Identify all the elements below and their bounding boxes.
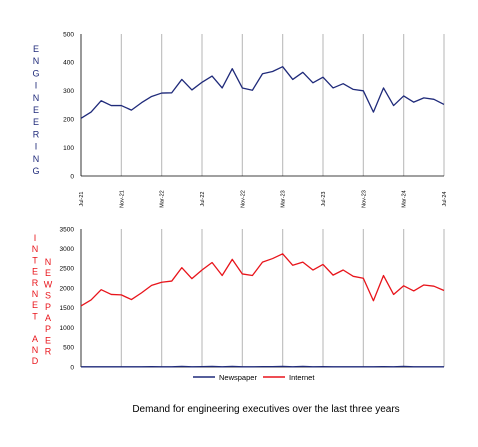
- x-tick-label: Jul-24: [442, 192, 448, 207]
- y-label-letter: R: [45, 347, 52, 357]
- y-label-letter: N: [33, 93, 40, 103]
- chart-caption: Demand for engineering executives over t…: [132, 404, 399, 415]
- series-line-internet: [80, 253, 445, 307]
- y-label-letter: A: [32, 334, 38, 344]
- y-tick-label: 200: [63, 117, 74, 124]
- x-tick-label: Jul-23: [321, 192, 327, 207]
- internet-newspaper-gridlines: [120, 229, 445, 367]
- y-label-letter: N: [33, 56, 40, 66]
- y-label-letter: I: [35, 81, 38, 91]
- series-line-newspaper: [80, 66, 445, 119]
- y-tick-label: 2000: [60, 285, 75, 292]
- x-tick-label: Jul-21: [79, 192, 85, 207]
- y-label-letter: N: [32, 345, 39, 355]
- y-label-letter: R: [33, 129, 40, 139]
- y-tick-label: 300: [63, 88, 74, 95]
- y-label-letter: R: [32, 278, 39, 288]
- y-label-letter: E: [33, 105, 39, 115]
- x-tick-label: Nov-23: [361, 190, 367, 208]
- engineering-series: [80, 66, 445, 119]
- y-label-letter: N: [32, 244, 39, 254]
- y-tick-label: 500: [63, 345, 74, 352]
- internet-newspaper-y-axis: 0 500 1000 1500 2000 2500 3000 3500: [60, 226, 444, 371]
- y-label-letter: N: [33, 154, 40, 164]
- y-label-letter: T: [32, 255, 38, 265]
- y-label-letter: W: [44, 279, 53, 289]
- y-tick-label: 0: [70, 364, 74, 371]
- y-label-letter: E: [45, 335, 51, 345]
- y-label-letter: G: [32, 166, 39, 176]
- y-label-letter: S: [45, 291, 51, 301]
- y-label-letter: G: [32, 68, 39, 78]
- y-label-letter: E: [33, 44, 39, 54]
- y-tick-label: 2500: [60, 266, 75, 273]
- x-tick-label: Nov-22: [240, 190, 246, 208]
- y-label-letter: P: [45, 302, 51, 312]
- x-tick-label: Nov-21: [119, 190, 125, 208]
- y-tick-label: 400: [63, 60, 74, 67]
- x-tick-label: Mar-23: [281, 190, 287, 207]
- legend-label-newspaper: Newspaper: [219, 373, 257, 382]
- y-tick-label: 1500: [60, 305, 75, 312]
- y-label-letter: N: [45, 257, 52, 267]
- y-label-letter: P: [45, 324, 51, 334]
- y-label-letter: I: [34, 233, 37, 243]
- y-label-letter: A: [45, 313, 51, 323]
- y-label-letter: E: [32, 267, 38, 277]
- legend-label-internet: Internet: [289, 373, 315, 382]
- x-tick-label: Mar-22: [160, 190, 166, 207]
- engineering-x-axis: Jul-21 Nov-21 Mar-22 Jul-22 Nov-22 Mar-23 Jul-…: [79, 190, 448, 208]
- y-tick-label: 500: [63, 31, 74, 38]
- y-label-letter: E: [33, 117, 39, 127]
- y-tick-label: 0: [70, 173, 74, 180]
- engineering-gridlines: [120, 34, 445, 176]
- y-tick-label: 3000: [60, 246, 75, 253]
- y-label-letter: N: [32, 289, 39, 299]
- y-tick-label: 1000: [60, 325, 75, 332]
- y-tick-label: 3500: [60, 226, 75, 233]
- y-label-letter: D: [32, 356, 39, 366]
- internet-newspaper-series: [80, 253, 445, 368]
- x-tick-label: Jul-22: [200, 192, 206, 207]
- legend: Newspaper Internet: [193, 373, 315, 382]
- y-label-letter: E: [32, 300, 38, 310]
- y-tick-label: 100: [63, 145, 74, 152]
- engineering-y-axis: 0 100 200 300 400 500: [63, 31, 444, 180]
- y-label-letter: I: [35, 142, 38, 152]
- y-label-letter: T: [32, 311, 38, 321]
- y-label-letter: E: [45, 268, 51, 278]
- x-tick-label: Mar-24: [402, 190, 408, 207]
